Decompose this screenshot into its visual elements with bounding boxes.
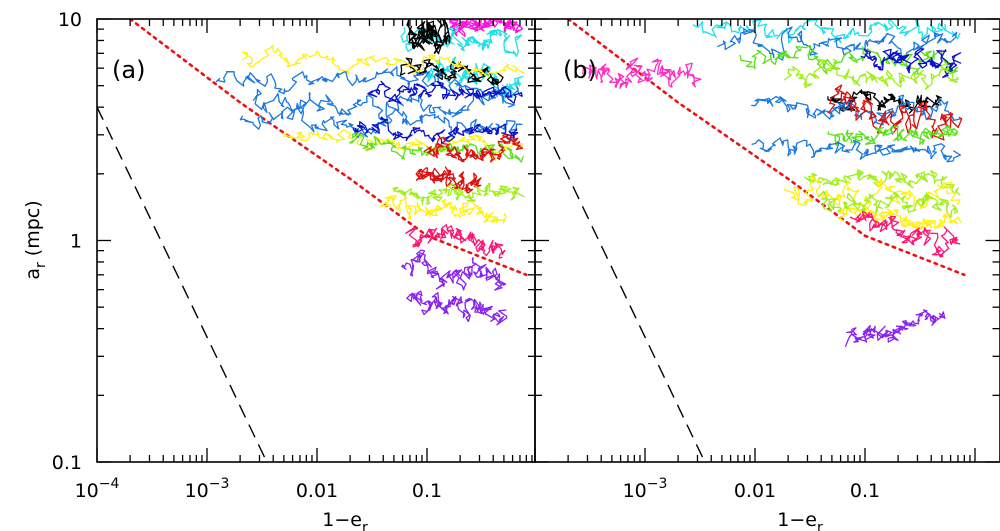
- x-tick-label-base: 10: [623, 480, 647, 502]
- panel-label: (b): [563, 56, 597, 84]
- x-tick-label: 10−4: [75, 476, 120, 502]
- trajectory-series-15: [415, 166, 482, 194]
- x-axis-title-subscript: r: [362, 520, 368, 531]
- trajectory-series-17: [379, 195, 507, 224]
- dashed-reference-line: [97, 106, 268, 462]
- trajectory-series-5: [860, 48, 962, 79]
- x-axis-title: 1−er: [322, 509, 368, 531]
- trajectory-series-4: [406, 19, 451, 55]
- x-axis-title-main: 1−e: [777, 509, 817, 531]
- x-tick-label: 0.1: [850, 480, 880, 502]
- plot-area: [535, 19, 966, 462]
- x-tick-label-exponent: −4: [99, 476, 120, 492]
- trajectory-series-16: [392, 182, 525, 205]
- trajectory-series-20: [406, 290, 508, 326]
- trajectory-series-9: [827, 84, 963, 141]
- x-tick-label: 0.01: [734, 480, 776, 502]
- x-axis-title: 1−er: [777, 509, 823, 531]
- trajectory-series-16: [849, 210, 961, 258]
- x-tick-label-exponent: −3: [647, 476, 668, 492]
- plot-area: [97, 19, 528, 462]
- trajectory-series-19: [401, 249, 507, 291]
- dashed-reference-line: [535, 106, 706, 462]
- x-tick-label-exponent: −3: [209, 476, 230, 492]
- trajectory-series-3: [717, 26, 958, 62]
- trajectory-series-6: [241, 44, 525, 78]
- y-axis-title-subscript: r: [33, 262, 49, 268]
- trajectory-series-1: [582, 57, 702, 89]
- x-tick-label: 0.1: [412, 480, 442, 502]
- y-axis-title-main: a: [22, 268, 44, 280]
- x-tick-label-base: 10: [185, 480, 209, 502]
- trajectory-series-8: [751, 94, 963, 126]
- trajectory-series-9: [252, 88, 516, 124]
- trajectory-series-18: [405, 224, 506, 259]
- x-axis-title-subscript: r: [817, 520, 823, 531]
- trajectory-series-2: [400, 22, 523, 58]
- trajectory-series-14: [423, 133, 524, 163]
- trajectory-series-1: [448, 19, 523, 38]
- x-axis-title-main: 1−e: [322, 509, 362, 531]
- y-tick-label: 0.1: [52, 452, 82, 474]
- trajectory-series-10: [239, 102, 523, 139]
- trajectory-series-11: [751, 137, 962, 163]
- panel-b: 10−3 0.01 0.1 1−er (b): [534, 18, 1000, 531]
- trajectory-series-12: [803, 169, 961, 196]
- trajectory-series-14: [817, 190, 959, 219]
- x-tick-label: 10−3: [623, 476, 668, 502]
- y-axis-title: ar (mpc): [22, 200, 49, 279]
- y-tick-label: 1: [70, 231, 82, 253]
- y-tick-label: 10: [58, 9, 82, 31]
- trajectory-series-11: [367, 80, 523, 104]
- x-tick-label-base: 0.01: [296, 480, 338, 502]
- panel-label: (a): [112, 56, 145, 84]
- trajectory-series-17: [844, 309, 946, 348]
- x-tick-label: 0.01: [296, 480, 338, 502]
- x-tick-label-base: 0.1: [850, 480, 880, 502]
- trajectory-series-12: [352, 116, 519, 145]
- trajectory-series-8: [215, 66, 520, 102]
- x-tick-label-base: 0.1: [412, 480, 442, 502]
- dotted-boundary-line: [128, 19, 528, 277]
- y-axis-title-unit: (mpc): [22, 200, 44, 262]
- trajectory-series-4: [739, 44, 959, 75]
- trajectory-series-15: [837, 207, 962, 230]
- trajectory-series-2: [692, 19, 961, 44]
- x-tick-label-base: 10: [75, 480, 99, 502]
- x-tick-label-base: 0.01: [734, 480, 776, 502]
- trajectory-series-6: [783, 58, 959, 91]
- trajectory-series-10: [827, 124, 959, 147]
- x-tick-label: 10−3: [185, 476, 230, 502]
